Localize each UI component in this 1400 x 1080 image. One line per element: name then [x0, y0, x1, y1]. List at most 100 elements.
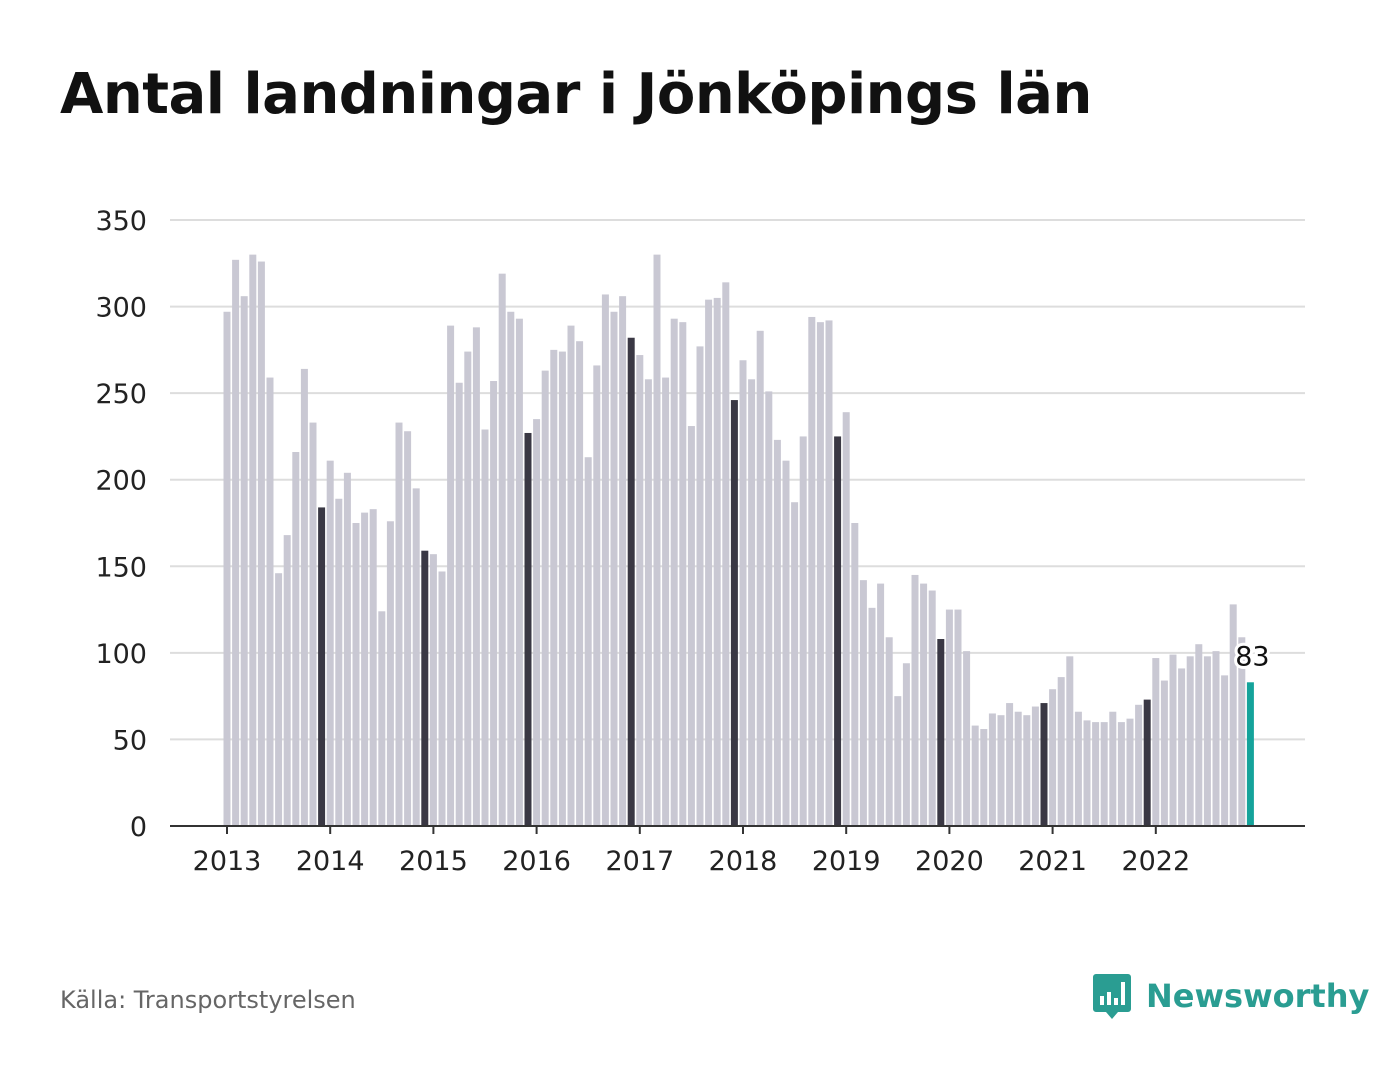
- bar: [894, 696, 902, 826]
- bar: [386, 521, 394, 826]
- bar: [550, 349, 558, 826]
- bar: [300, 368, 308, 826]
- bar: [1229, 604, 1237, 826]
- y-tick-label: 100: [95, 639, 147, 670]
- bar: [309, 422, 317, 826]
- bar: [481, 429, 489, 826]
- bar: [653, 254, 661, 826]
- y-axis-ticks: 0 50 100 150 200 250 300 350: [95, 206, 147, 843]
- bar: [1212, 651, 1220, 826]
- bar: [1126, 718, 1134, 826]
- y-tick-label: 150: [95, 552, 147, 583]
- bar: [928, 590, 936, 826]
- x-tick-label: 2015: [399, 846, 468, 877]
- bar: [266, 377, 274, 826]
- bar: [713, 297, 721, 826]
- x-tick-label: 2019: [812, 846, 881, 877]
- bar: [455, 382, 463, 826]
- bar: [687, 426, 695, 826]
- bar: [902, 663, 910, 826]
- chart-title: Antal landningar i Jönköpings län: [60, 62, 1092, 127]
- bar: [834, 436, 842, 826]
- bar: [1238, 637, 1246, 826]
- bar: [1117, 722, 1125, 826]
- bar: [558, 351, 566, 826]
- bar: [1203, 656, 1211, 826]
- bar: [472, 327, 480, 826]
- bar: [335, 498, 343, 826]
- bar: [1023, 715, 1031, 826]
- bar: [980, 729, 988, 826]
- bar: [438, 571, 446, 826]
- bar: [877, 583, 885, 826]
- bar: [232, 259, 240, 826]
- x-tick-label: 2016: [502, 846, 571, 877]
- bar: [429, 554, 437, 826]
- bar: [593, 365, 601, 826]
- bar: [515, 318, 523, 826]
- bar: [739, 360, 747, 826]
- bar: [447, 325, 455, 826]
- bar: [318, 507, 326, 826]
- bar: [326, 460, 334, 826]
- bar: [782, 460, 790, 826]
- bar: [765, 391, 773, 826]
- bar: [662, 377, 670, 826]
- bar: [1074, 711, 1082, 826]
- bar: [954, 609, 962, 826]
- bar: [705, 299, 713, 826]
- x-axis-ticks: 2013 2014 2015 2016 2017 2018 2019 2020 2021 2022: [193, 826, 1190, 877]
- bar: [1152, 658, 1160, 826]
- bar: [421, 550, 429, 826]
- x-tick-label: 2021: [1018, 846, 1087, 877]
- bar: [524, 432, 532, 826]
- bar: [997, 715, 1005, 826]
- bar: [971, 725, 979, 826]
- x-tick-label: 2014: [296, 846, 365, 877]
- bar: [1109, 711, 1117, 826]
- bar: [369, 509, 377, 826]
- bar: [1006, 703, 1014, 826]
- bar: [601, 294, 609, 826]
- bar: [1100, 722, 1108, 826]
- bar: [352, 523, 360, 826]
- bars: [223, 254, 1254, 827]
- bar: [636, 355, 644, 826]
- bar: [576, 341, 584, 826]
- bar: [378, 611, 386, 826]
- bar: [988, 713, 996, 826]
- bar: [963, 651, 971, 826]
- bar: [851, 523, 859, 826]
- bar: [275, 573, 283, 826]
- brand-logo: Newsworthy: [1092, 972, 1369, 1020]
- bar: [1221, 675, 1229, 826]
- bar: [911, 574, 919, 826]
- bar: [945, 609, 953, 826]
- bar: [1092, 722, 1100, 826]
- bar: [464, 351, 472, 826]
- bar: [343, 472, 351, 826]
- bar: [1049, 689, 1057, 826]
- bar-chart-speech-icon: [1093, 974, 1131, 1019]
- brand-name: Newsworthy: [1146, 977, 1370, 1015]
- bar: [1014, 711, 1022, 826]
- bar: [937, 639, 945, 826]
- bar: [1169, 654, 1177, 826]
- bar: [610, 311, 618, 826]
- bar: [240, 296, 248, 826]
- y-tick-label: 200: [95, 466, 147, 497]
- bar: [257, 261, 265, 826]
- bar: [498, 273, 506, 826]
- bar: [808, 316, 816, 826]
- bar: [1057, 677, 1065, 826]
- bar: [730, 400, 738, 826]
- bar: [722, 282, 730, 827]
- bar: [1031, 706, 1039, 826]
- bar: [1160, 680, 1168, 826]
- bar: [541, 370, 549, 826]
- bar: [223, 311, 231, 826]
- bar: [490, 381, 498, 826]
- bar: [533, 419, 541, 826]
- y-tick-label: 250: [95, 379, 147, 410]
- bar: [773, 439, 781, 826]
